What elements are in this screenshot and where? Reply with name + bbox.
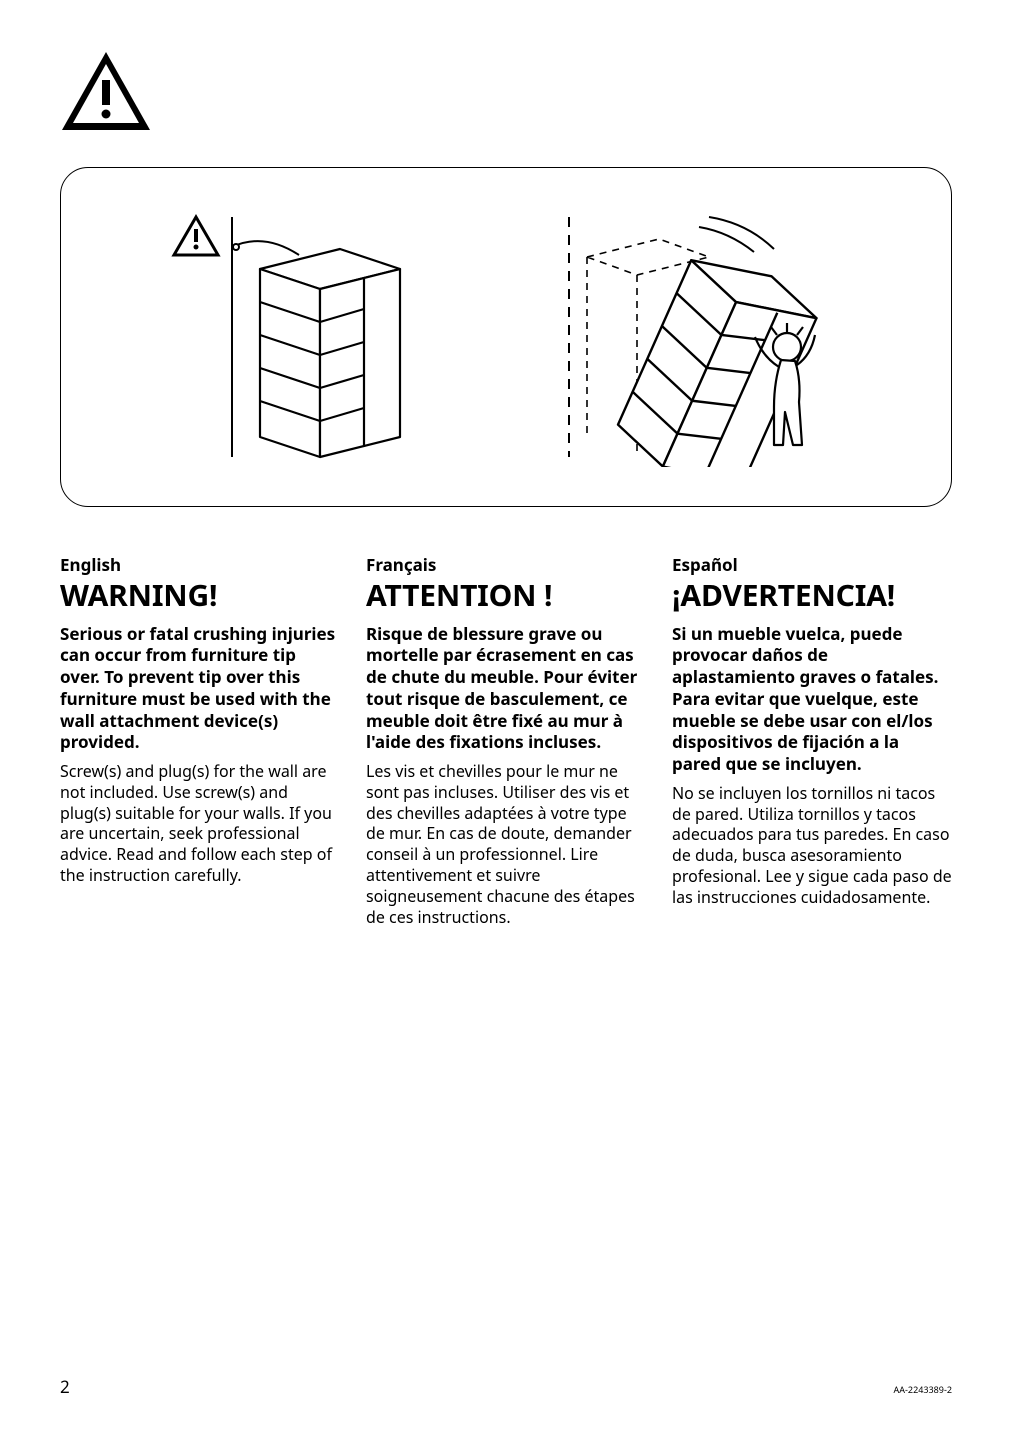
warning-text-columns: English WARNING! Serious or fatal crushi…: [60, 553, 952, 927]
warning-body-text: Screw(s) and plug(s) for the wall are no…: [60, 761, 340, 886]
warning-body-text: Les vis et chevilles pour le mur ne sont…: [366, 761, 646, 927]
lang-label: Español: [672, 553, 952, 576]
illustration-secured-cabinet: [164, 207, 424, 467]
page-footer: 2 AA-2243389-2: [60, 1375, 952, 1398]
column-espanol: Español ¡ADVERTENCIA! Si un mueble vuelc…: [672, 553, 952, 927]
warning-heading: ¡ADVERTENCIA!: [672, 578, 952, 613]
lang-label: Français: [366, 553, 646, 576]
illustration-tipping-cabinet: [549, 207, 849, 467]
document-code: AA-2243389-2: [894, 1383, 952, 1396]
warning-bold-text: Risque de blessure grave ou mortelle par…: [366, 623, 646, 754]
warning-bold-text: Si un mueble vuelca, puede provocar daño…: [672, 623, 952, 775]
column-english: English WARNING! Serious or fatal crushi…: [60, 553, 340, 927]
warning-triangle-icon: [60, 50, 952, 137]
warning-heading: ATTENTION !: [366, 578, 646, 613]
warning-bold-text: Serious or fatal crushing injuries can o…: [60, 623, 340, 754]
illustration-panel: [60, 167, 952, 507]
page-number: 2: [60, 1375, 70, 1398]
warning-body-text: No se incluyen los tornillos ni tacos de…: [672, 783, 952, 908]
lang-label: English: [60, 553, 340, 576]
column-francais: Français ATTENTION ! Risque de blessure …: [366, 553, 646, 927]
warning-heading: WARNING!: [60, 578, 340, 613]
